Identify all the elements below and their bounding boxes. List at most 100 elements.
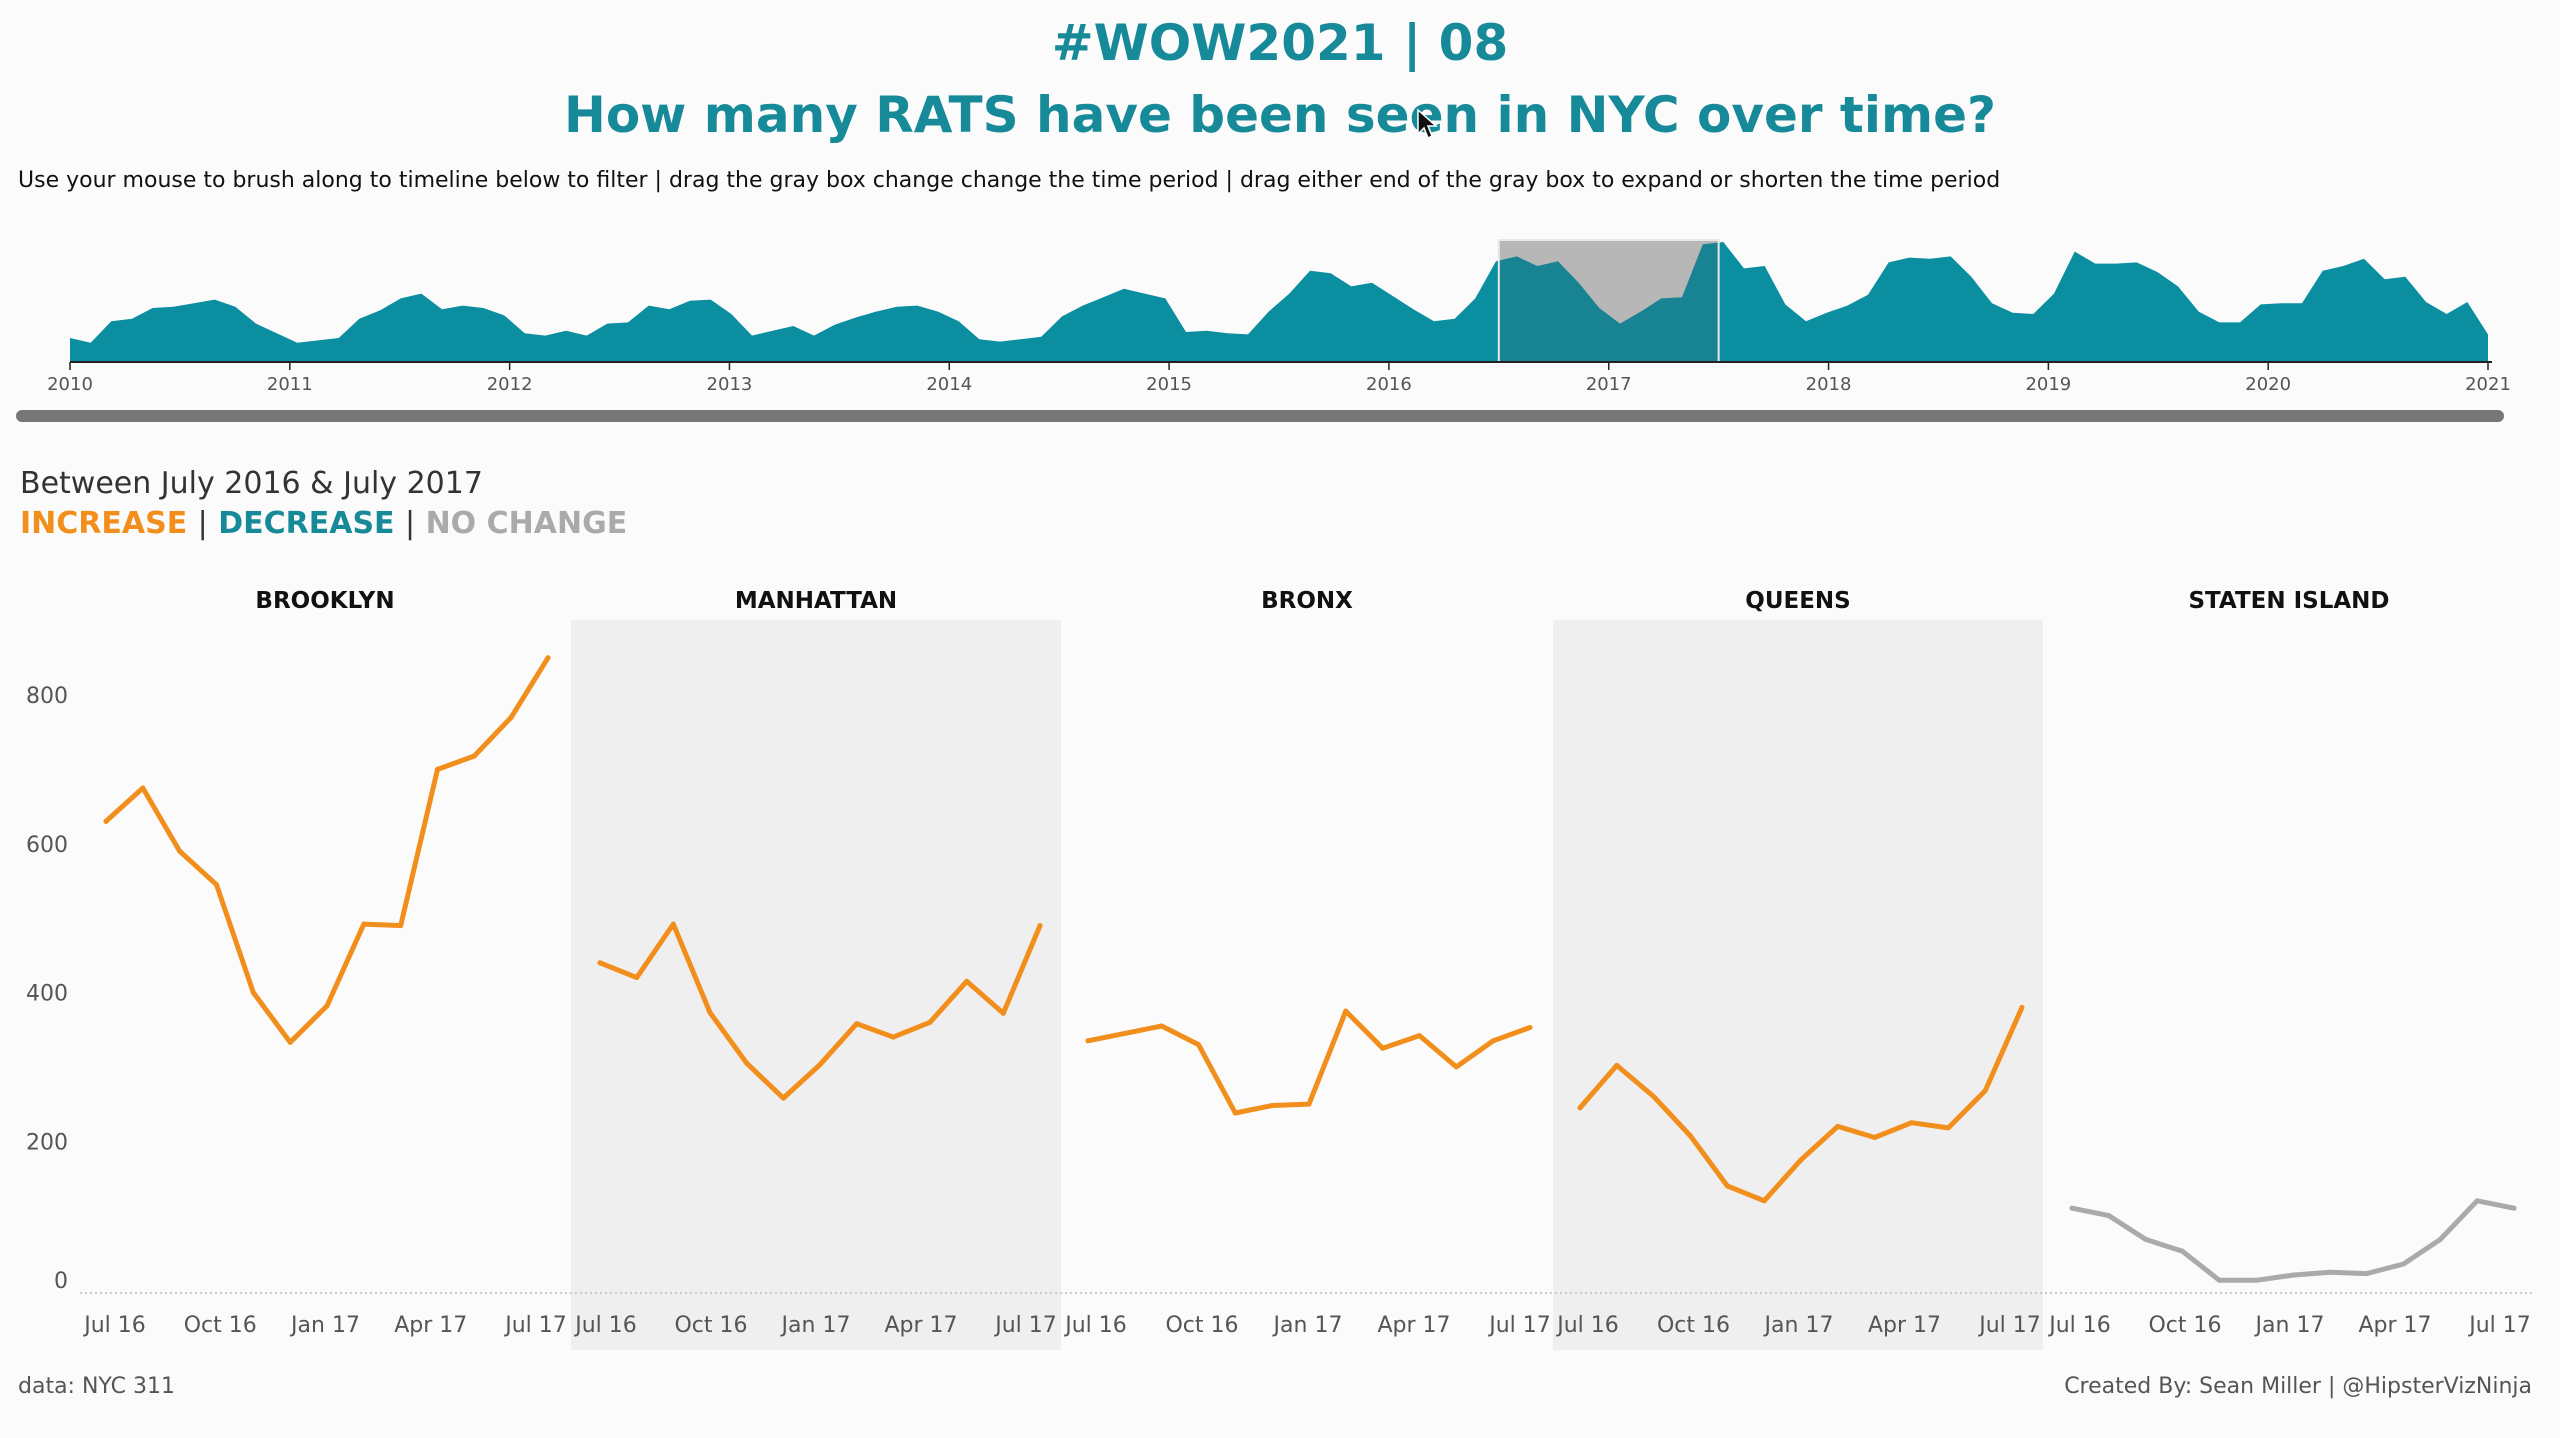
timeline-tick-label: 2016 — [1366, 374, 1412, 395]
data-point — [1085, 1038, 1091, 1044]
data-point — [1798, 1157, 1804, 1163]
data-point — [1122, 1030, 1128, 1036]
panel-title-bronx: BRONX — [1261, 588, 1353, 614]
data-point — [1872, 1135, 1878, 1140]
data-point — [1577, 1105, 1583, 1111]
x-tick-label: Jan 17 — [1763, 1313, 1834, 1338]
timeline-tick-label: 2012 — [487, 374, 533, 395]
timeline-tick-label: 2020 — [2245, 374, 2291, 395]
data-point — [1306, 1101, 1312, 1107]
brush-selection[interactable] — [1497, 239, 1720, 363]
timeline-chart[interactable]: 2010 2011 2012 2013 2014 2015 2016 2017 2018 2019… — [0, 230, 2560, 430]
data-point — [854, 1021, 860, 1027]
x-tick-label: Jul 17 — [503, 1313, 567, 1338]
timeline-tick-label: 2017 — [1586, 374, 1632, 395]
data-point — [435, 766, 440, 772]
data-point — [1909, 1120, 1914, 1126]
data-point — [2364, 1271, 2370, 1277]
y-tick-label: 400 — [26, 982, 68, 1007]
legend-separator: | — [405, 506, 416, 541]
x-tick-label: Jan 17 — [2254, 1313, 2325, 1338]
series-line-brooklyn — [103, 655, 551, 1045]
data-point — [1037, 923, 1043, 929]
data-point — [287, 1039, 293, 1045]
x-tick-label: Jul 17 — [1977, 1313, 2041, 1338]
data-point — [398, 923, 404, 929]
timeline-tick-label: 2018 — [1806, 374, 1852, 395]
data-point — [324, 1003, 330, 1009]
x-tick-label: Jul 16 — [2047, 1313, 2111, 1338]
panel-title-staten-island: STATEN ISLAND — [2188, 588, 2389, 614]
series-line-bronx — [1085, 1008, 1533, 1116]
x-tick-label: Jan 17 — [780, 1313, 851, 1338]
timeline-tick-label: 2011 — [267, 374, 313, 395]
data-point — [1380, 1045, 1386, 1051]
data-point — [2106, 1213, 2112, 1219]
data-point — [177, 848, 183, 854]
x-tick-label: Oct 16 — [1657, 1313, 1730, 1338]
x-tick-label: Oct 16 — [1165, 1313, 1238, 1338]
legend: INCREASE | DECREASE | NO CHANGE — [20, 506, 627, 541]
x-tick-label: Jul 16 — [1063, 1313, 1127, 1338]
x-tick-label: Jan 17 — [289, 1313, 360, 1338]
x-tick-label: Jul 16 — [1555, 1313, 1619, 1338]
data-point — [1945, 1125, 1951, 1131]
data-point — [471, 753, 477, 759]
data-point — [1000, 1010, 1006, 1016]
dashboard-subtitle: How many RATS have been seen in NYC over… — [563, 86, 1996, 144]
data-point — [2474, 1198, 2480, 1204]
data-point — [2327, 1269, 2333, 1275]
legend-increase: INCREASE — [20, 506, 188, 541]
borough-line-charts: 0 200 400 600 800 BROOKLYN Jul 16 Oct 16 Jan 17 A… — [26, 588, 2534, 1350]
data-point — [1159, 1023, 1165, 1029]
data-point — [597, 960, 603, 966]
timeline-tick-label: 2021 — [2465, 374, 2511, 395]
panel-band — [1553, 620, 2043, 1350]
x-tick-label: Jul 16 — [573, 1313, 637, 1338]
data-point — [670, 921, 676, 927]
timeline-scrollbar[interactable] — [16, 410, 2504, 422]
y-tick-label: 0 — [54, 1269, 68, 1294]
data-point — [2143, 1236, 2149, 1242]
timeline-tick-label: 2015 — [1146, 374, 1192, 395]
y-tick-label: 800 — [26, 684, 68, 709]
data-point — [1614, 1062, 1620, 1068]
timeline-area — [70, 242, 2488, 362]
data-point — [744, 1060, 750, 1066]
x-tick-label: Oct 16 — [184, 1313, 257, 1338]
data-point — [964, 978, 970, 984]
legend-decrease: DECREASE — [218, 506, 395, 541]
data-point — [214, 882, 219, 888]
y-tick-label: 600 — [26, 833, 68, 858]
data-point — [1761, 1198, 1767, 1204]
x-tick-label: Oct 16 — [674, 1313, 747, 1338]
data-point — [140, 785, 146, 791]
author-credit: Created By: Sean Miller | @HipsterVizNin… — [2064, 1374, 2532, 1399]
data-point — [707, 1010, 713, 1016]
data-point — [2511, 1205, 2517, 1211]
y-tick-label: 200 — [26, 1130, 68, 1155]
data-point — [1835, 1123, 1841, 1129]
data-point — [2401, 1261, 2406, 1267]
mouse-pointer-icon — [1417, 108, 1438, 140]
timeline-tick-label: 2013 — [707, 374, 753, 395]
data-point — [1269, 1103, 1275, 1108]
data-point — [1232, 1110, 1238, 1116]
data-point — [250, 990, 256, 995]
x-tick-label: Jul 17 — [993, 1313, 1057, 1338]
panel-title-manhattan: MANHATTAN — [735, 588, 897, 614]
data-point — [508, 714, 514, 720]
timeline-tick-label: 2010 — [47, 374, 93, 395]
data-point — [1490, 1038, 1496, 1044]
series-line-staten-island — [2069, 1198, 2517, 1283]
data-point — [634, 975, 640, 981]
timeline-tick-label: 2014 — [926, 374, 972, 395]
legend-no-change: NO CHANGE — [425, 506, 628, 541]
data-point — [361, 921, 367, 927]
data-point — [1453, 1064, 1459, 1070]
data-point — [1527, 1025, 1533, 1030]
data-point — [545, 655, 551, 661]
x-tick-label: Apr 17 — [2358, 1313, 2431, 1338]
data-point — [1196, 1042, 1201, 1048]
data-point — [927, 1019, 933, 1025]
